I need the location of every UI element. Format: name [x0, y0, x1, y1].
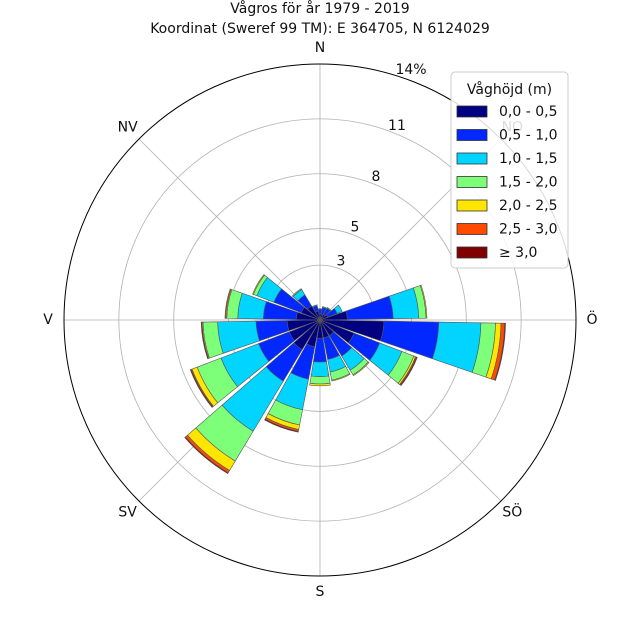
sector-40-bin-2: [326, 307, 332, 312]
chart-subtitle: Koordinat (Sweref 99 TM): E 364705, N 61…: [150, 21, 490, 37]
sector-80: [319, 284, 428, 321]
radial-tick-5: 14%: [395, 62, 426, 78]
legend-swatch-4: [456, 199, 488, 212]
sector-20-bin-2: [322, 306, 328, 310]
legend-swatch-2: [456, 152, 488, 165]
radial-tick-3: 8: [372, 169, 381, 185]
sector-100-bin-6: [494, 322, 506, 381]
sector-80-bin-2: [388, 287, 420, 320]
direction-label-180: S: [316, 584, 325, 600]
sector-100-bin-2: [432, 321, 482, 373]
sector-140-bin-4: [352, 361, 370, 377]
sector-220-bin-6: [184, 436, 229, 475]
sector-340: [312, 304, 321, 321]
legend: Våghöjd (m) 0,0 - 0,5 0,5 - 1,0 1,0 - 1,5 1,…: [450, 71, 569, 269]
sector-60-bin-2: [333, 304, 343, 314]
legend-swatch-1: [456, 129, 488, 141]
legend-label-2: 1,0 - 1,5: [499, 151, 557, 167]
sector-320-bin-3: [291, 288, 303, 298]
sector-200: [264, 319, 321, 433]
legend-title: Våghöjd (m): [467, 81, 552, 98]
sector-260: [200, 319, 321, 360]
direction-label-135: SÖ: [502, 502, 522, 520]
sector-120: [319, 319, 418, 387]
sector-0-bin-2: [317, 308, 323, 310]
chart-title: Vågros för år 1979 - 2019: [230, 0, 409, 17]
radial-tick-4: 11: [388, 118, 406, 134]
sector-100: [319, 319, 506, 381]
legend-swatch-3: [456, 176, 488, 188]
outer-ring: [63, 63, 577, 577]
sector-260-bin-6: [200, 321, 209, 360]
direction-label-315: NV: [118, 120, 138, 136]
sector-300-bin-4: [252, 274, 265, 295]
sector-300: [252, 274, 321, 321]
legend-swatch-0: [456, 105, 488, 118]
legend-label-6: ≥ 3,0: [499, 245, 537, 261]
radial-tick-2: 5: [351, 220, 360, 236]
legend-swatch-6: [456, 246, 488, 259]
sector-200-bin-6: [264, 418, 299, 433]
radial-tick-1: 3: [337, 253, 346, 269]
direction-label-90: Ö: [586, 310, 597, 328]
legend-box: [450, 71, 569, 269]
legend-label-5: 2,5 - 3,0: [499, 222, 557, 238]
sector-220: [184, 319, 321, 475]
legend-label-3: 1,5 - 2,0: [499, 175, 557, 191]
legend-label-4: 2,0 - 2,5: [499, 198, 557, 214]
sector-280: [224, 288, 321, 321]
sector-80-bin-4: [419, 284, 428, 319]
sector-180: [309, 319, 331, 387]
legend-swatch-5: [456, 223, 488, 235]
sector-240-bin-6: [189, 369, 214, 408]
legend-label-0: 0,0 - 0,5: [499, 104, 557, 120]
sector-180-bin-3: [309, 375, 331, 385]
sector-340-bin-2: [312, 304, 318, 308]
sector-140: [319, 319, 370, 377]
outer-circle: [63, 63, 577, 577]
direction-label-270: V: [43, 312, 53, 328]
sector-280-bin-5: [224, 288, 232, 319]
sector-160: [319, 319, 351, 382]
direction-label-225: SV: [118, 504, 137, 520]
direction-label-0: N: [315, 40, 325, 56]
sector-180-bin-2: [310, 361, 330, 377]
sector-240: [189, 319, 321, 408]
sector-160-bin-4: [331, 373, 351, 382]
sector-80-bin-1: [345, 295, 394, 320]
sector-180-bin-4: [309, 382, 331, 387]
sector-120-bin-6: [399, 356, 418, 387]
sector-bars: [184, 274, 506, 475]
legend-label-1: 0,5 - 1,0: [499, 128, 557, 144]
